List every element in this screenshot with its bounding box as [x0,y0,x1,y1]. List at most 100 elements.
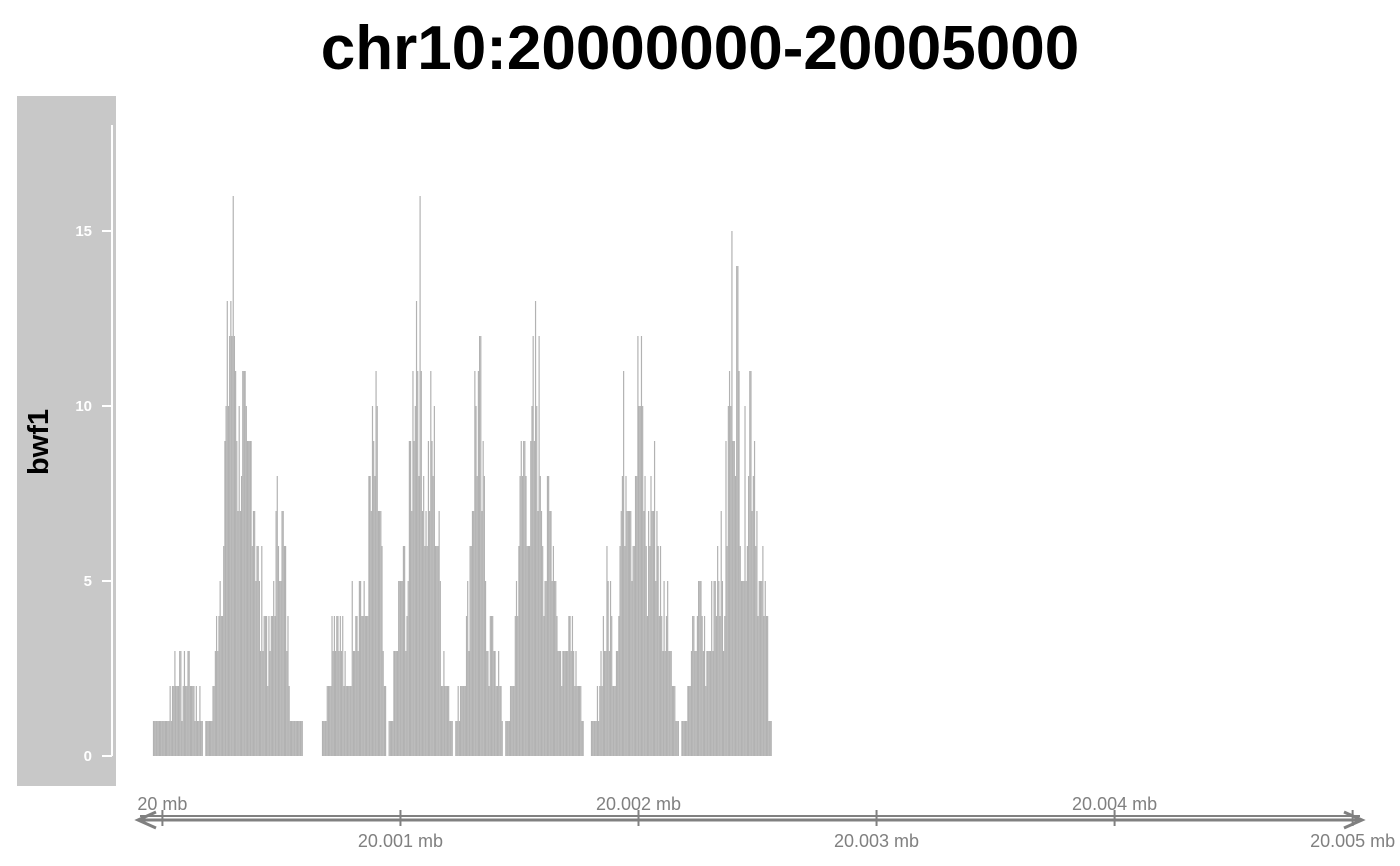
coverage-bar [382,651,384,756]
coverage-bar [718,581,720,756]
coverage-bar [644,476,646,756]
coverage-bar [237,511,239,756]
coverage-bar [611,616,613,756]
coverage-bar [770,721,772,756]
coverage-bar [620,511,622,756]
coverage-bar [705,686,707,756]
coverage-bar [549,511,551,756]
coverage-bar [652,511,654,756]
coverage-bar [217,651,219,756]
coverage-bar [393,651,395,756]
coverage-bar [699,581,701,756]
coverage-bar [609,581,612,756]
coverage-bar [746,546,748,756]
coverage-bar [380,511,382,756]
coverage-bar [376,406,378,756]
coverage-bar [694,651,696,756]
coverage-bar [233,336,236,756]
coverage-bar [568,616,570,756]
coverage-bar [392,721,394,756]
coverage-bar [745,581,747,756]
coverage-bar [700,581,702,756]
coverage-bar [185,686,187,756]
coverage-bar [578,686,581,756]
coverage-bar [345,686,347,756]
coverage-bar [517,616,519,756]
coverage-bar [687,686,689,756]
x-tick-label: 20.002 mb [596,794,681,814]
coverage-bar [377,511,380,756]
coverage-bar [245,406,247,756]
coverage-bar [225,406,227,756]
coverage-bar [210,721,212,756]
coverage-bar [343,686,345,756]
coverage-bar [689,686,691,756]
coverage-bar [249,441,251,756]
coverage-bar [244,371,246,756]
coverage-bar [152,721,155,756]
coverage-bar [575,651,577,756]
coverage-bar [553,581,556,756]
coverage-bar [708,651,710,756]
coverage-bar [429,511,431,756]
coverage-bar [489,616,491,756]
coverage-bar [434,546,437,756]
coverage-bar [643,511,645,756]
coverage-bar [520,441,522,756]
coverage-bar [402,546,405,756]
coverage-bar [418,476,420,756]
coverage-bar [524,441,526,756]
coverage-bar [407,581,409,756]
coverage-bar [511,686,513,756]
coverage-bar [448,686,450,756]
coverage-bar [246,441,249,756]
coverage-bar [756,511,758,756]
coverage-bar [625,476,627,756]
coverage-bar [299,721,301,756]
coverage-bar [769,721,771,756]
coverage-bar [409,441,412,756]
coverage-bar [189,686,191,756]
coverage-bar [613,686,615,756]
genome-axis-arrow-left [134,810,157,830]
coverage-bar [199,686,201,756]
coverage-bar [765,616,768,756]
coverage-bar [593,721,595,756]
coverage-bar [573,651,575,756]
coverage-bar [488,686,490,756]
coverage-bar [714,581,716,756]
coverage-bar [230,301,232,756]
x-tick-label: 20.005 mb [1310,831,1395,851]
coverage-bar [180,651,182,756]
y-tick-label: 10 [75,398,92,415]
coverage-bar [669,651,671,756]
coverage-bar [498,651,500,756]
coverage-bar [186,686,188,756]
coverage-bar [451,721,453,756]
coverage-bar [649,546,651,756]
coverage-bar [177,686,180,756]
coverage-bar [464,686,466,756]
coverage-bar [339,616,341,756]
coverage-bar [256,546,258,756]
coverage-bar [431,441,433,756]
coverage-bar [406,616,408,756]
coverage-bar [486,651,488,756]
coverage-bar [270,616,272,756]
coverage-bar [527,546,530,756]
coverage-bar [465,616,468,756]
coverage-bar [232,196,234,756]
coverage-bar [350,686,352,756]
coverage-bar [607,581,609,756]
coverage-bar [602,616,604,756]
coverage-bar [709,651,712,756]
chart-title: chr10:20000000-20005000 [320,14,1080,83]
coverage-bar [724,616,726,756]
coverage-bar [458,721,460,756]
coverage-bar [659,546,662,756]
coverage-bar [251,546,253,756]
coverage-bar [364,616,366,756]
coverage-bar [179,651,181,756]
coverage-bar [703,616,706,756]
coverage-bar [738,371,740,756]
